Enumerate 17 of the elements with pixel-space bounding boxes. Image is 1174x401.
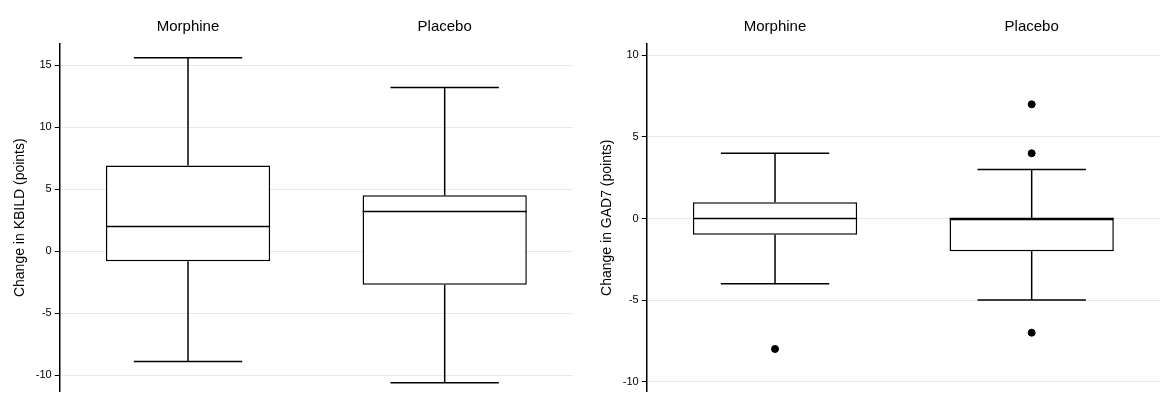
x-tick-label: Morphine [156, 17, 220, 35]
y-tick-label: -10 [35, 368, 52, 381]
x-tick-label: Placebo [1004, 17, 1059, 35]
x-tick-label: Placebo [417, 17, 472, 35]
y-tick-label: 5 [632, 130, 639, 142]
y-tick-label: -5 [628, 293, 639, 306]
y-tick-label: 10 [626, 48, 639, 61]
y-tick-label: 15 [39, 58, 52, 71]
y-axis-title: Change in GAD7 (points) [598, 139, 615, 296]
y-tick-label: -10 [622, 374, 639, 387]
y-tick-label: -5 [41, 306, 52, 319]
x-tick-label: Morphine [743, 17, 807, 35]
y-axis-title: Change in KBILD (points) [11, 138, 28, 298]
y-tick-label: 5 [45, 182, 52, 195]
y-tick-label: 0 [45, 244, 52, 257]
y-tick-label: 0 [632, 211, 639, 224]
y-tick-label: 10 [39, 120, 52, 133]
